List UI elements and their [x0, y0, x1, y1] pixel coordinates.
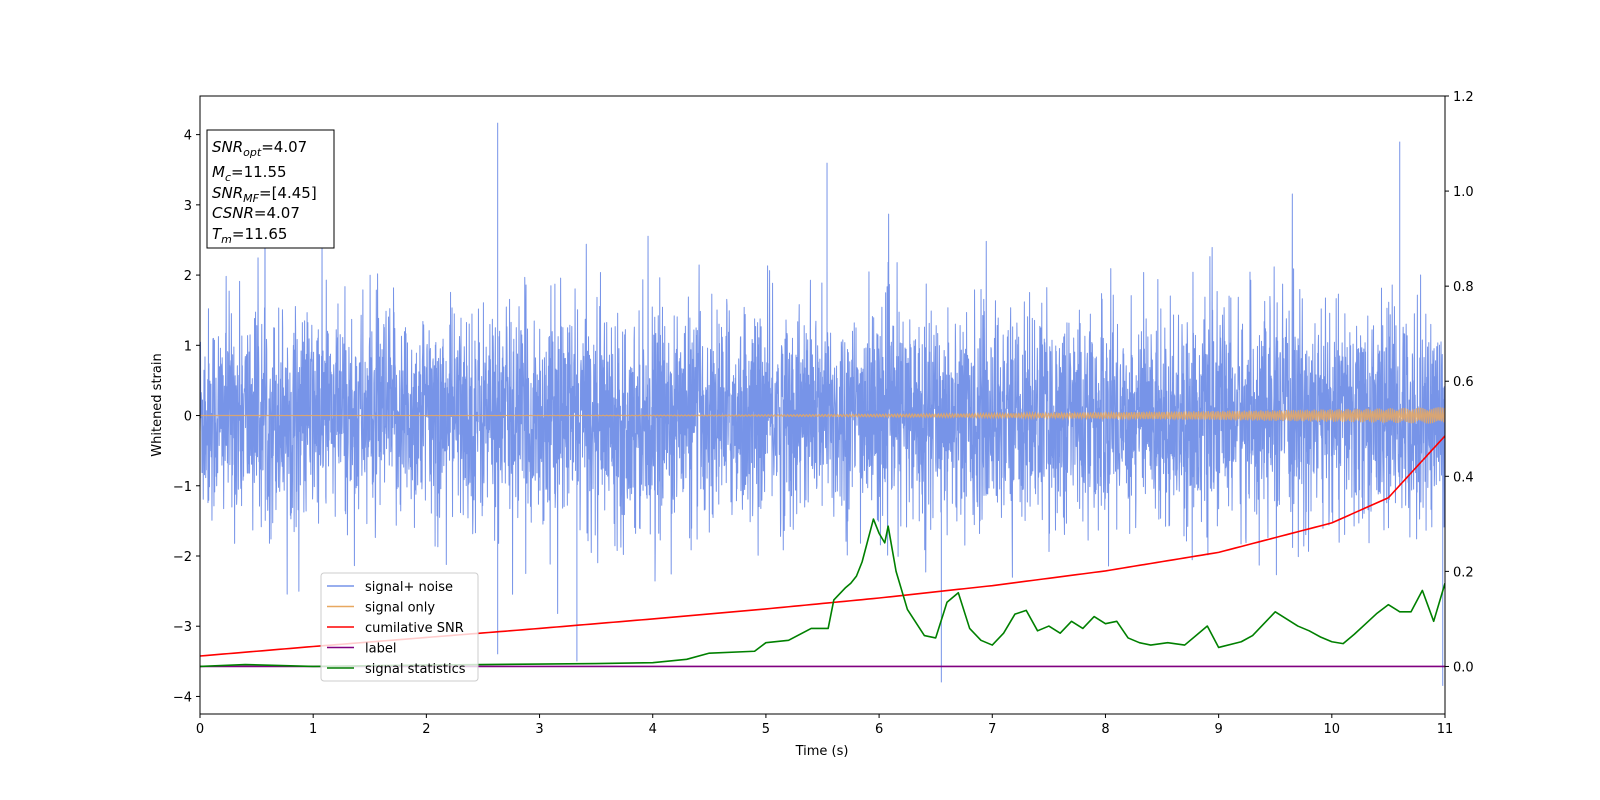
- y-tick-label: 0: [184, 410, 192, 425]
- info-mc: Mc=11.55: [212, 163, 287, 184]
- legend-label: signal statistics: [365, 662, 466, 677]
- x-tick-label: 0: [196, 722, 204, 737]
- legend: signal+ noise signal only cumilative SNR la…: [320, 572, 479, 682]
- y-tick-label: 4: [184, 129, 192, 144]
- info-snr-opt: SNRopt=4.07: [212, 138, 307, 159]
- x-tick-label: 3: [535, 722, 543, 737]
- x-tick-label: 10: [1324, 722, 1341, 737]
- x-tick-label: 8: [1101, 722, 1109, 737]
- x-tick-label: 11: [1437, 722, 1454, 737]
- y2-tick-label: 1.0: [1453, 185, 1474, 200]
- info-box: SNRopt=4.07 Mc=11.55 SNRMF=[4.45] CSNR=4…: [206, 129, 335, 249]
- y-tick-label: −2: [173, 550, 192, 565]
- y2-tick-label: 1.2: [1453, 90, 1474, 105]
- x-tick-label: 2: [422, 722, 430, 737]
- series-signal-only: [200, 407, 1445, 424]
- info-tm: Tm=11.65: [212, 225, 287, 246]
- x-tick-label: 9: [1214, 722, 1222, 737]
- legend-frame: [320, 572, 479, 682]
- axes-frame: [199, 95, 1446, 715]
- info-csnr: CSNR=4.07: [212, 204, 300, 222]
- x-axis-label: Time (s): [795, 744, 849, 759]
- x-tick-label: 7: [988, 722, 996, 737]
- y-tick-label: −3: [173, 620, 192, 635]
- y-tick-label: 2: [184, 269, 192, 284]
- y-tick-label: 1: [184, 339, 192, 354]
- legend-label: label: [365, 642, 396, 657]
- x-axis-ticks: 0 1 2 3 4 5 6 7 8 9 10 11: [196, 714, 1453, 737]
- info-box-frame: [206, 129, 335, 249]
- y-tick-label: −1: [173, 480, 192, 495]
- y2-tick-label: 0.4: [1453, 470, 1474, 485]
- legend-label: cumilative SNR: [365, 621, 464, 636]
- legend-label: signal only: [365, 601, 435, 616]
- y-tick-label: 3: [184, 199, 192, 214]
- y-axis-ticks: −4 −3 −2 −1 0 1 2 3 4: [173, 129, 200, 705]
- y2-tick-label: 0.0: [1453, 660, 1474, 675]
- x-tick-label: 6: [875, 722, 883, 737]
- info-snr-mf: SNRMF=[4.45]: [212, 184, 317, 205]
- series-signal-statistics: [200, 518, 1445, 668]
- y2-tick-label: 0.2: [1453, 565, 1474, 580]
- legend-label: signal+ noise: [365, 580, 453, 595]
- x-tick-label: 4: [649, 722, 657, 737]
- x-tick-label: 5: [762, 722, 770, 737]
- series-signal-plus-noise: [200, 122, 1445, 686]
- y2-axis-ticks: 0.0 0.2 0.4 0.6 0.8 1.0 1.2: [1445, 90, 1474, 675]
- y-axis-label: Whitened strain: [150, 353, 165, 456]
- x-tick-label: 1: [309, 722, 317, 737]
- y2-tick-label: 0.6: [1453, 375, 1474, 390]
- y2-tick-label: 0.8: [1453, 280, 1474, 295]
- y-tick-label: −4: [173, 690, 192, 705]
